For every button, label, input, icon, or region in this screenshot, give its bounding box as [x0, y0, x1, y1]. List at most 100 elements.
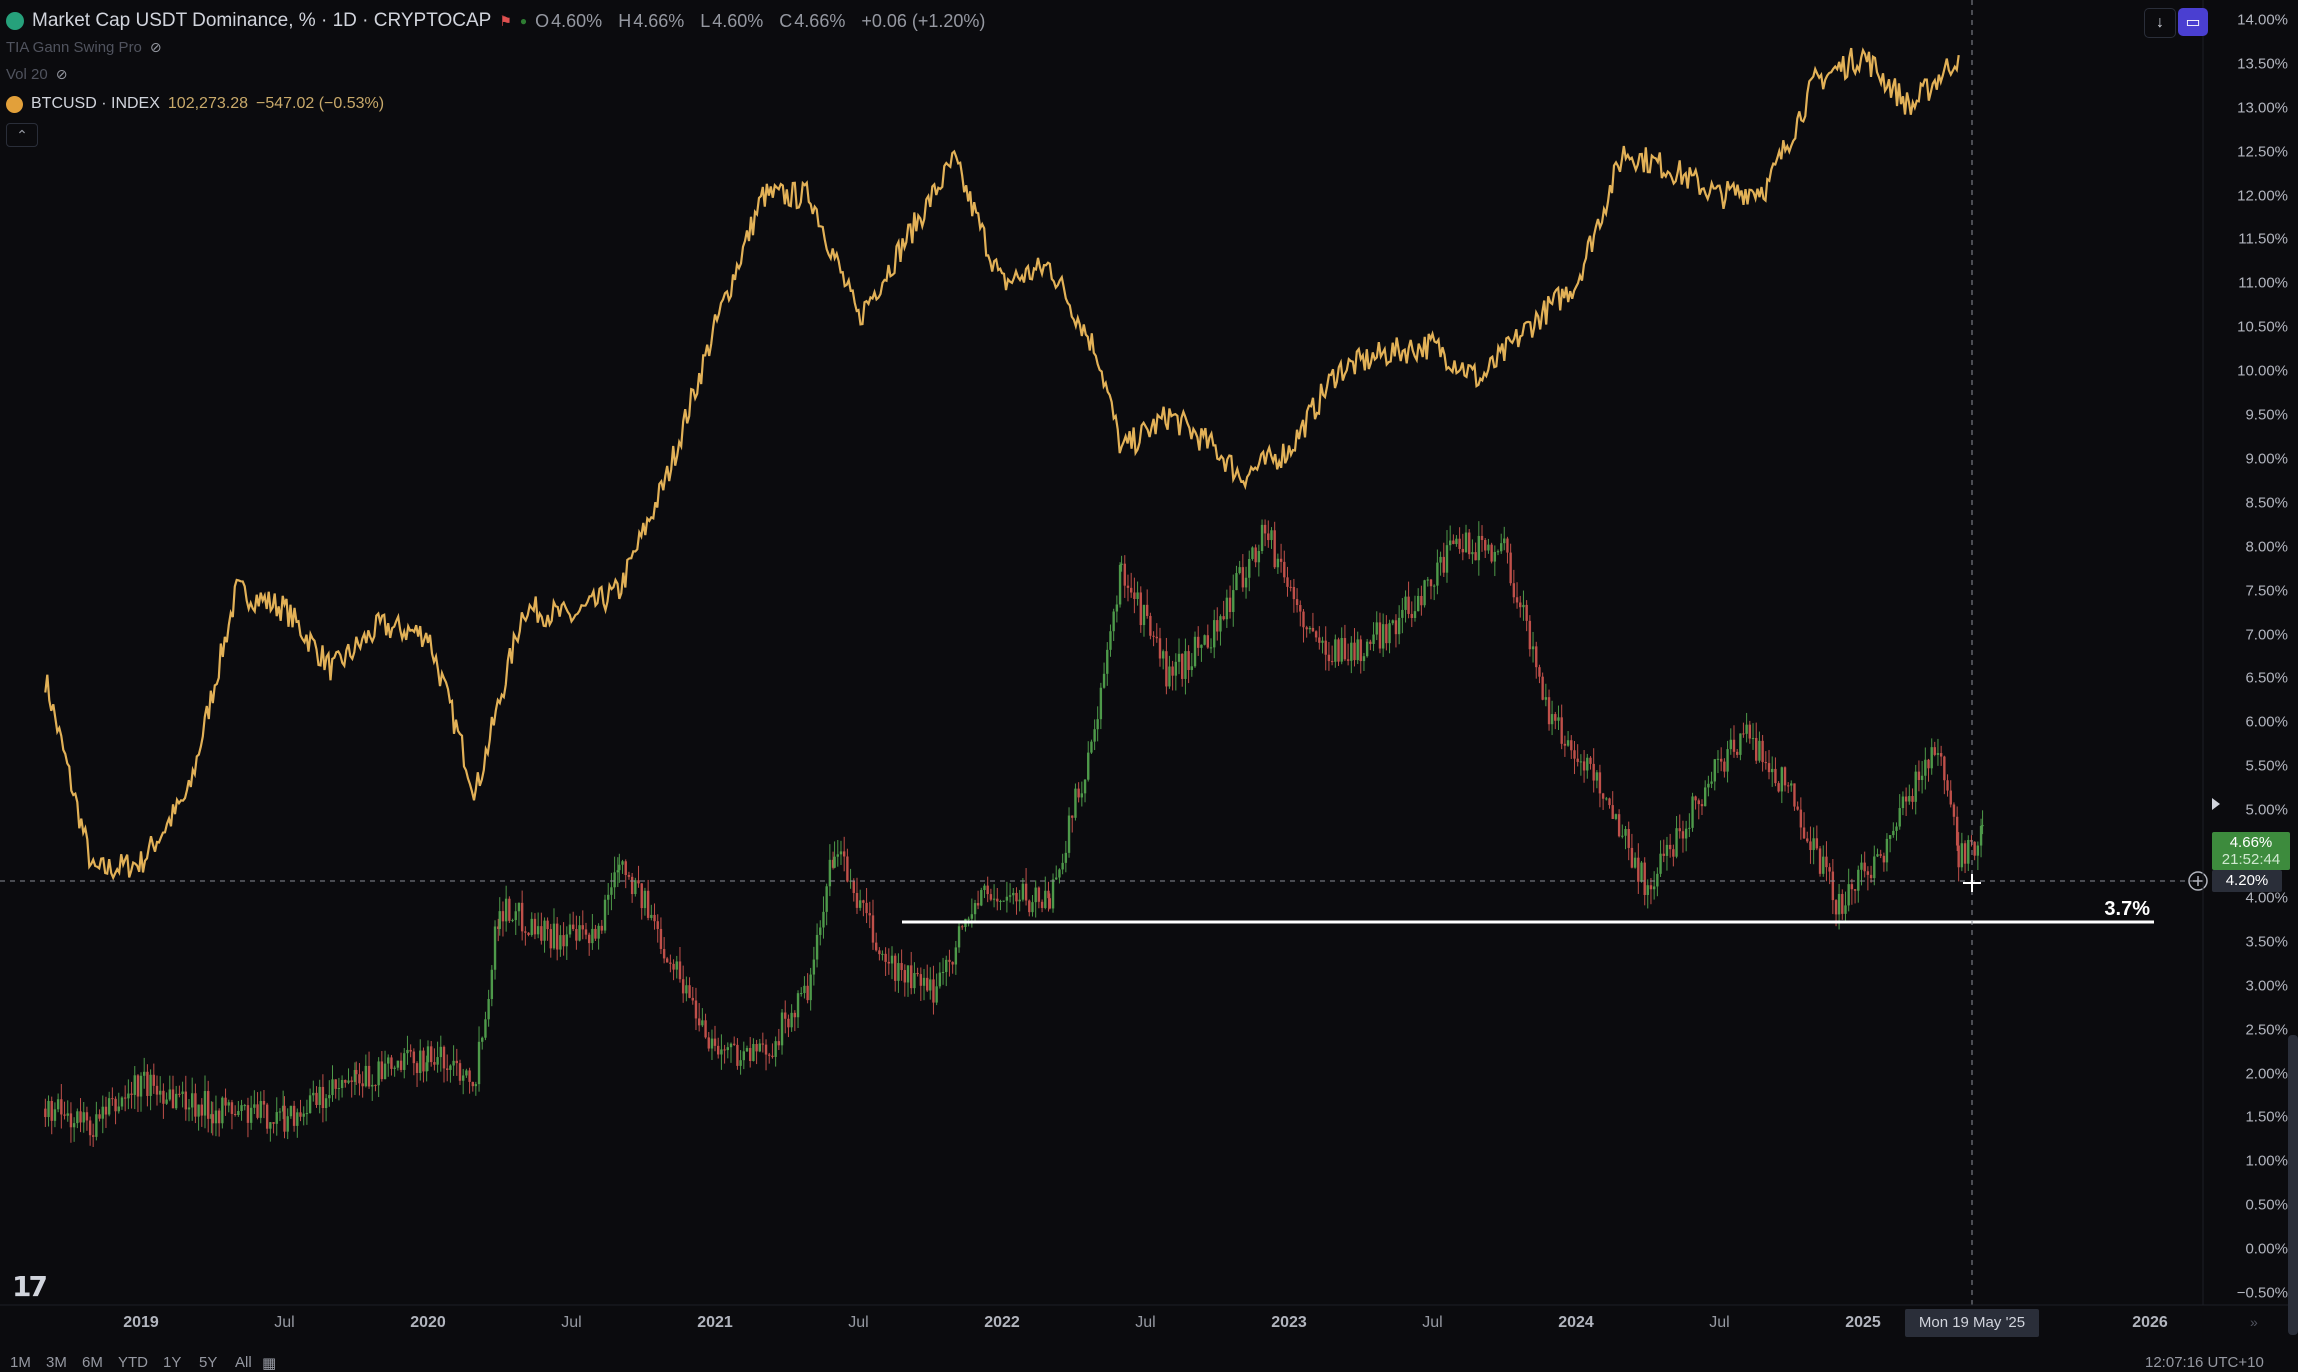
legend-overlay-btc[interactable]: BTCUSD · INDEX 102,273.28 −547.02 (−0.53…: [6, 95, 384, 113]
indicator-name-gann[interactable]: TIA Gann Swing Pro: [6, 39, 142, 56]
usdt-candle: [1024, 883, 1028, 901]
usdt-candle: [1684, 828, 1688, 839]
legend-main[interactable]: Market Cap USDT Dominance, % · 1D · CRYP…: [6, 10, 993, 32]
usdt-candle: [111, 1098, 114, 1100]
usdt-candle: [1378, 622, 1382, 649]
time-tick-label: 2024: [1558, 1314, 1594, 1331]
usdt-candle: [1739, 733, 1742, 755]
usdt-candle: [175, 1093, 178, 1109]
usdt-candle: [1774, 768, 1777, 784]
legend-indicator-gann[interactable]: TIA Gann Swing Pro ⊘: [6, 39, 162, 56]
range-button-1y[interactable]: 1Y: [163, 1354, 182, 1371]
calendar-icon[interactable]: ▦: [262, 1355, 277, 1372]
usdt-candle: [600, 925, 604, 931]
usdt-candle: [1853, 889, 1857, 891]
usdt-candle: [852, 880, 855, 893]
usdt-candle: [1244, 577, 1248, 588]
usdt-candle: [1381, 624, 1385, 649]
flag-icon[interactable]: ⚑: [499, 12, 512, 29]
time-tick-label: 2023: [1271, 1314, 1307, 1331]
symbol-title[interactable]: Market Cap USDT Dominance, % · 1D · CRYP…: [32, 10, 492, 31]
hidden-eye-icon[interactable]: ⊘: [149, 39, 162, 55]
legend-indicator-vol[interactable]: Vol 20 ⊘: [6, 66, 67, 83]
range-button-6m[interactable]: 6M: [82, 1354, 103, 1371]
usdt-candle: [646, 890, 650, 918]
usdt-candle: [1605, 798, 1608, 800]
usdt-candle: [1071, 815, 1074, 818]
range-button-1m[interactable]: 1M: [10, 1354, 31, 1371]
usdt-candle: [178, 1093, 181, 1095]
usdt-candle: [906, 965, 910, 983]
usdt-candle: [594, 928, 597, 939]
usdt-candle: [1155, 636, 1158, 639]
usdt-candle: [831, 859, 835, 868]
usdt-candle: [669, 962, 672, 964]
hidden-eye-icon[interactable]: ⊘: [55, 66, 68, 82]
usdt-candle: [243, 1105, 246, 1107]
overlay-value: 102,273.28: [167, 95, 248, 112]
usdt-candle: [828, 859, 832, 887]
usdt-candle: [568, 924, 572, 935]
usdt-candle: [591, 928, 594, 944]
usdt-candle: [1090, 741, 1093, 753]
usdt-candle: [803, 985, 806, 994]
usdt-candle: [1936, 753, 1940, 755]
usdt-candle: [1426, 579, 1429, 581]
download-button[interactable]: ↓: [2144, 8, 2176, 38]
range-button-3m[interactable]: 3M: [46, 1354, 67, 1371]
usdt-candle: [961, 926, 964, 928]
usdt-candle: [1541, 676, 1544, 700]
usdt-candle: [221, 1097, 224, 1124]
usdt-candle: [374, 1084, 377, 1086]
usdt-candle: [262, 1100, 266, 1105]
usdt-candle: [508, 898, 511, 921]
usdt-candle: [501, 911, 505, 922]
overlay-symbol[interactable]: BTCUSD · INDEX: [31, 95, 160, 112]
usdt-candle: [1946, 780, 1949, 791]
usdt-candle: [768, 1054, 771, 1056]
usdt-candle: [1812, 838, 1815, 851]
usdt-candle: [481, 1037, 484, 1042]
usdt-candle: [739, 1060, 742, 1066]
usdt-candle: [881, 953, 884, 955]
range-button-5y[interactable]: 5Y: [199, 1354, 218, 1371]
usdt-candle: [1314, 631, 1318, 638]
usdt-candle: [1930, 747, 1933, 769]
usdt-candle: [1372, 634, 1375, 644]
usdt-candle: [184, 1091, 187, 1110]
price-tick-label: 11.50%: [2238, 230, 2288, 248]
usdt-candle: [1841, 893, 1844, 914]
price-tick-label: −0.50%: [2236, 1284, 2288, 1302]
usdt-candle: [1557, 717, 1560, 721]
usdt-candle: [1614, 814, 1618, 819]
indicator-name-vol[interactable]: Vol 20: [6, 66, 48, 83]
usdt-candle: [324, 1098, 328, 1109]
usdt-candle: [1464, 532, 1468, 553]
usdt-candle: [932, 979, 935, 1003]
usdt-candle: [1716, 758, 1720, 760]
go-to-realtime-icon[interactable]: »: [2250, 1314, 2258, 1330]
collapse-legend-button[interactable]: ⌃: [6, 123, 38, 147]
usdt-candle: [130, 1093, 133, 1095]
range-button-ytd[interactable]: YTD: [118, 1354, 148, 1371]
usdt-candle: [1099, 687, 1103, 720]
usdt-candle: [806, 985, 809, 1001]
usdt-candle: [56, 1099, 60, 1110]
usdt-candle: [1149, 615, 1152, 636]
panel-button[interactable]: ▭: [2178, 8, 2208, 36]
usdt-candle: [1550, 714, 1554, 725]
usdt-candle: [846, 856, 849, 882]
usdt-candle: [1133, 592, 1136, 599]
usdt-candle: [412, 1051, 416, 1064]
usdt-candle: [1850, 884, 1854, 890]
usdt-candle: [1493, 552, 1497, 562]
range-button-all[interactable]: All: [235, 1354, 252, 1371]
usdt-candle: [487, 998, 490, 1020]
usdt-candle: [913, 972, 916, 989]
usdt-candle: [474, 1084, 478, 1087]
usdt-candle: [704, 1020, 707, 1038]
usdt-candle: [587, 934, 591, 944]
usdt-candle: [536, 926, 540, 935]
usdt-candle: [774, 1041, 777, 1057]
